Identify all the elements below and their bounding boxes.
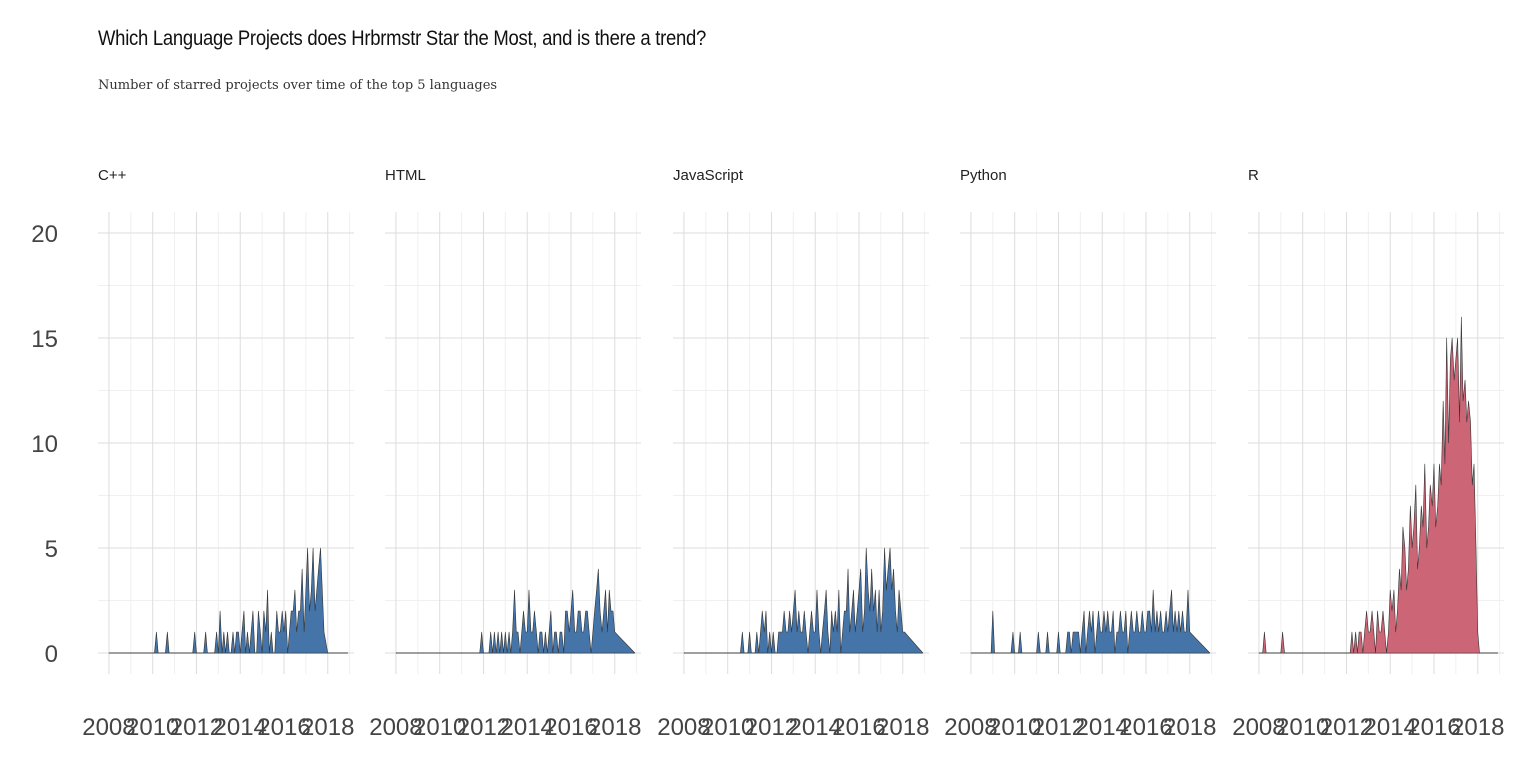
facet-label: C++ [98,167,127,184]
x-tick-label: 2012 [170,714,223,741]
facet-label: R [1248,167,1259,184]
area-series-html [395,568,636,654]
x-tick-label: 2014 [501,714,554,741]
x-tick-label: 2016 [544,714,597,741]
x-tick-label: 2008 [1232,714,1285,741]
area-series-javascript [683,547,924,654]
x-tick-label: 2008 [944,714,997,741]
x-tick-label: 2010 [1276,714,1329,741]
x-tick-label: 2012 [1320,714,1373,741]
x-tick-label: 2016 [832,714,885,741]
y-tick-label: 20 [31,221,58,248]
x-tick-label: 2014 [214,714,267,741]
x-tick-label: 2018 [876,714,929,741]
facet-label: HTML [385,167,426,184]
x-tick-label: 2016 [1119,714,1172,741]
y-tick-label: 0 [45,641,58,668]
x-tick-label: 2018 [1163,714,1216,741]
x-tick-label: 2018 [588,714,641,741]
facet-label: JavaScript [673,167,744,184]
x-tick-label: 2010 [126,714,179,741]
area-series-python [970,589,1211,654]
y-tick-label: 10 [31,431,58,458]
x-tick-label: 2014 [789,714,842,741]
x-tick-label: 2010 [701,714,754,741]
x-tick-label: 2018 [301,714,354,741]
x-tick-label: 2010 [988,714,1041,741]
x-tick-label: 2008 [657,714,710,741]
chart-subtitle: Number of starred projects over time of … [98,78,498,93]
y-tick-label: 15 [31,326,58,353]
area-series-c- [108,547,349,654]
x-tick-label: 2016 [1407,714,1460,741]
x-tick-label: 2010 [413,714,466,741]
chart-title: Which Language Projects does Hrbrmstr St… [98,27,707,50]
x-tick-label: 2016 [257,714,310,741]
x-tick-label: 2008 [369,714,422,741]
area-series-r [1258,316,1499,654]
x-tick-label: 2008 [82,714,135,741]
x-tick-label: 2012 [1032,714,1085,741]
facet-label: Python [960,167,1007,184]
x-tick-label: 2014 [1076,714,1129,741]
x-tick-label: 2014 [1364,714,1417,741]
y-tick-label: 5 [45,536,58,563]
x-tick-label: 2012 [457,714,510,741]
x-tick-label: 2018 [1451,714,1504,741]
x-tick-label: 2012 [745,714,798,741]
